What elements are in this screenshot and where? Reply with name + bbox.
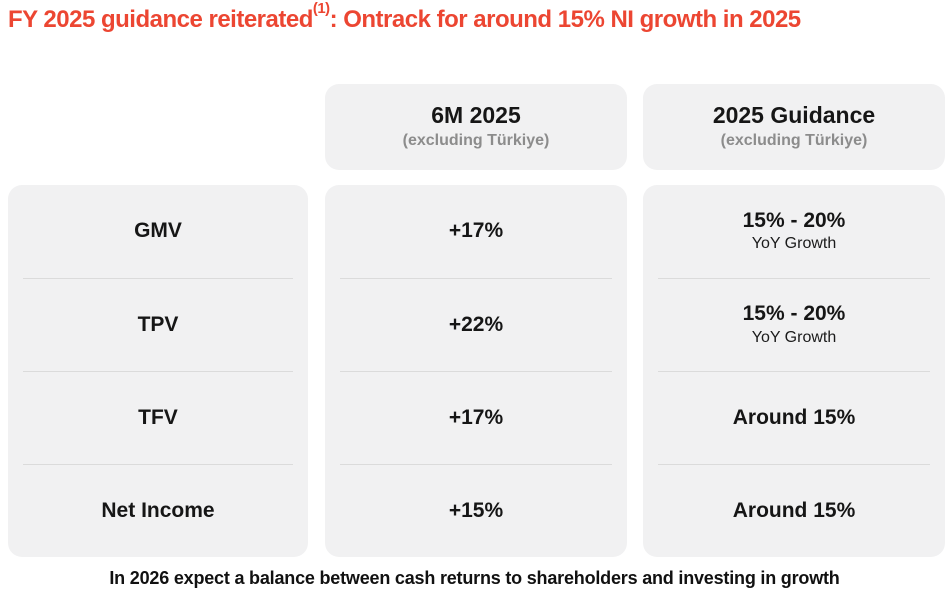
table-row: +22% (340, 278, 612, 371)
column-header-title: 2025 Guidance (712, 101, 876, 128)
table-row: Around 15% (658, 464, 930, 557)
column-6m-2025-values: +17% +22% +17% +15% (325, 185, 627, 557)
row-label-tfv: TFV (138, 405, 178, 429)
column-2025-guidance-values: 15% - 20% YoY Growth 15% - 20% YoY Growt… (643, 185, 945, 557)
cell-guidance-tpv: 15% - 20% (742, 302, 846, 326)
table-row: 15% - 20% YoY Growth (658, 185, 930, 278)
cell-guidance-tfv: Around 15% (732, 405, 856, 429)
title-footnote-marker: (1) (312, 0, 330, 17)
cell-guidance-net-income: Around 15% (732, 498, 856, 522)
table-row: TPV (23, 278, 293, 371)
table-row: +17% (340, 371, 612, 464)
table-row: TFV (23, 371, 293, 464)
row-labels-column: GMV TPV TFV Net Income (8, 185, 308, 557)
column-header-subtitle: (excluding Türkiye) (402, 132, 550, 150)
table-row: 15% - 20% YoY Growth (658, 278, 930, 371)
row-label-net-income: Net Income (101, 498, 215, 522)
cell-6m-tpv: +22% (448, 312, 504, 336)
table-row: Net Income (23, 464, 293, 557)
cell-6m-tfv: +17% (448, 405, 504, 429)
title-text: FY 2025 guidance reiterated (8, 6, 313, 33)
column-header-title: 6M 2025 (431, 101, 521, 128)
title-text-after: : Ontrack for around 15% NI growth in 20… (329, 6, 802, 33)
row-label-tpv: TPV (137, 312, 179, 336)
cell-guidance-tpv-sub: YoY Growth (751, 328, 837, 346)
column-header-6m-2025: 6M 2025 (excluding Türkiye) (325, 84, 627, 170)
table-row: GMV (23, 185, 293, 278)
table-row: Around 15% (658, 371, 930, 464)
footer-note: In 2026 expect a balance between cash re… (109, 568, 840, 588)
table-row: +17% (340, 185, 612, 278)
cell-guidance-gmv: 15% - 20% (742, 208, 846, 232)
cell-6m-gmv: +17% (448, 219, 504, 243)
column-header-subtitle: (excluding Türkiye) (720, 132, 868, 150)
table-row: +15% (340, 464, 612, 557)
column-header-2025-guidance: 2025 Guidance (excluding Türkiye) (643, 84, 945, 170)
slide-title: FY 2025 guidance reiterated(1): Ontrack … (8, 1, 802, 34)
row-label-gmv: GMV (134, 219, 182, 243)
cell-guidance-gmv-sub: YoY Growth (751, 235, 837, 253)
cell-6m-net-income: +15% (448, 498, 504, 522)
